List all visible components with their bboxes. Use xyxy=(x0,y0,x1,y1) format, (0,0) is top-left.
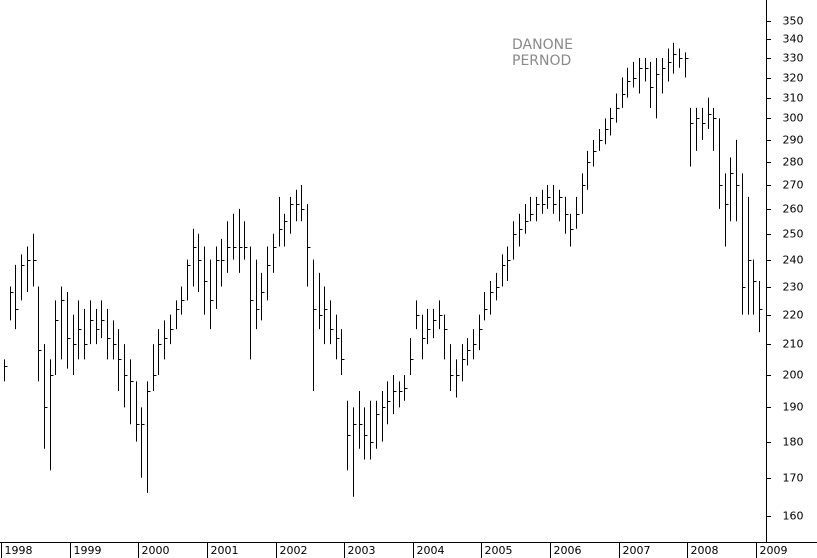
y-tick-label: 290 xyxy=(783,134,804,147)
x-tick-label: 2003 xyxy=(348,544,376,557)
y-tick-label: 170 xyxy=(783,472,804,485)
y-tick-label: 280 xyxy=(783,156,804,169)
x-tick-label: 2004 xyxy=(417,544,445,557)
x-tick-label: 2006 xyxy=(554,544,582,557)
x-tick-label: 2002 xyxy=(280,544,308,557)
x-tick-label: 1998 xyxy=(5,544,33,557)
y-tick-label: 220 xyxy=(783,309,804,322)
x-tick-label: 2005 xyxy=(485,544,513,557)
y-tick-label: 300 xyxy=(783,112,804,125)
x-tick-label: 2007 xyxy=(623,544,651,557)
annotation: DANONE xyxy=(512,37,573,53)
y-tick-label: 250 xyxy=(783,228,804,241)
y-tick-label: 350 xyxy=(783,15,804,28)
y-tick-label: 230 xyxy=(783,281,804,294)
x-tick-label: 2009 xyxy=(760,544,788,557)
y-tick-label: 210 xyxy=(783,338,804,351)
y-tick-label: 200 xyxy=(783,369,804,382)
y-tick-label: 180 xyxy=(783,436,804,449)
y-tick-label: 320 xyxy=(783,72,804,85)
annotation: PERNOD xyxy=(512,53,571,69)
x-tick-label: 2008 xyxy=(691,544,719,557)
y-tick-label: 310 xyxy=(783,92,804,105)
y-tick-label: 270 xyxy=(783,179,804,192)
y-tick-label: 340 xyxy=(783,33,804,46)
y-tick-label: 160 xyxy=(783,510,804,523)
y-tick-label: 190 xyxy=(783,401,804,414)
x-tick-label: 2001 xyxy=(211,544,239,557)
y-tick-label: 240 xyxy=(783,254,804,267)
y-tick-label: 330 xyxy=(783,52,804,65)
y-tick-label: 260 xyxy=(783,203,804,216)
x-tick-label: 2000 xyxy=(142,544,170,557)
x-tick-label: 1999 xyxy=(74,544,102,557)
